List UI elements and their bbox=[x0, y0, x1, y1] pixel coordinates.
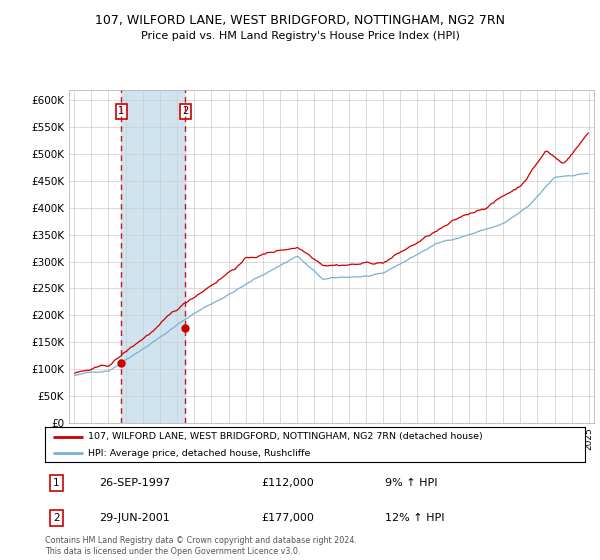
Text: £177,000: £177,000 bbox=[261, 513, 314, 523]
Text: £112,000: £112,000 bbox=[261, 478, 314, 488]
Text: 9% ↑ HPI: 9% ↑ HPI bbox=[385, 478, 438, 488]
Text: 107, WILFORD LANE, WEST BRIDGFORD, NOTTINGHAM, NG2 7RN: 107, WILFORD LANE, WEST BRIDGFORD, NOTTI… bbox=[95, 14, 505, 27]
Text: 1: 1 bbox=[118, 106, 124, 116]
Text: 1: 1 bbox=[53, 478, 60, 488]
Text: 12% ↑ HPI: 12% ↑ HPI bbox=[385, 513, 445, 523]
Text: Contains HM Land Registry data © Crown copyright and database right 2024.
This d: Contains HM Land Registry data © Crown c… bbox=[45, 536, 357, 556]
Bar bbox=[121, 90, 185, 423]
Text: 2: 2 bbox=[53, 513, 60, 523]
Text: 29-JUN-2001: 29-JUN-2001 bbox=[99, 513, 170, 523]
Text: Price paid vs. HM Land Registry's House Price Index (HPI): Price paid vs. HM Land Registry's House … bbox=[140, 31, 460, 41]
Text: 2: 2 bbox=[182, 106, 188, 116]
Text: 107, WILFORD LANE, WEST BRIDGFORD, NOTTINGHAM, NG2 7RN (detached house): 107, WILFORD LANE, WEST BRIDGFORD, NOTTI… bbox=[88, 432, 483, 441]
Text: HPI: Average price, detached house, Rushcliffe: HPI: Average price, detached house, Rush… bbox=[88, 449, 311, 458]
Text: 26-SEP-1997: 26-SEP-1997 bbox=[99, 478, 170, 488]
